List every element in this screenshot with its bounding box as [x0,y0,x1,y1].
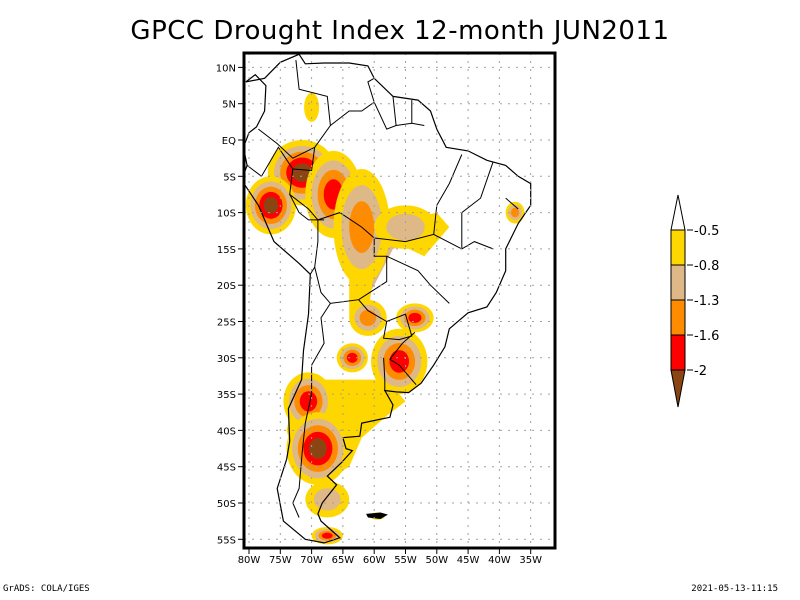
y-tick-label: 5S [223,172,236,183]
longitude-axis: 80W 75W 70W 65W 60W 55W 50W 45W 40W 35W [238,548,542,566]
legend-bin [671,265,685,300]
legend-level-label: -1.3 [694,294,719,309]
legend-level-label: -1.6 [694,329,719,344]
drought-region [396,303,434,332]
legend-level-label: -0.8 [694,259,719,274]
contour-level [386,214,425,241]
legend-bin [671,370,685,407]
country-border [393,96,396,125]
drought-region [374,205,437,249]
y-tick-label: 10S [217,209,236,220]
x-tick-label: 60W [363,555,386,566]
legend-level-label: -2 [694,364,707,379]
timestamp: 2021-05-13-11:15 [691,584,778,594]
y-tick-label: 25S [217,318,236,329]
y-tick-label: EQ [222,136,236,147]
legend-level-label: -0.5 [694,224,719,239]
y-tick-label: 35S [217,390,236,401]
y-tick-label: 40S [217,426,236,437]
legend-bin [671,195,685,230]
contour-level [314,488,341,510]
coastline-and-borders [242,54,531,543]
y-tick-label: 10N [216,63,236,74]
falkland-islands [366,512,388,519]
map-plot: 10N5NEQ5S10S15S20S25S30S35S40S45S50S55S … [0,0,800,600]
x-tick-label: 65W [332,555,355,566]
country-border [330,78,374,125]
contour-level [322,533,333,539]
colorbar-legend: -0.5 -0.8 -1.3 -1.6 -2 [671,195,719,407]
x-tick-label: 75W [269,555,292,566]
x-tick-label: 50W [425,555,448,566]
country-border [387,256,450,303]
y-tick-label: 15S [217,245,236,256]
y-tick-label: 30S [217,354,236,365]
legend-bin [671,230,685,265]
y-tick-label: 5N [222,100,236,111]
x-tick-label: 80W [238,555,261,566]
drought-region [246,176,296,234]
x-tick-label: 55W [394,555,417,566]
contour-level [264,197,278,214]
drought-region [287,412,350,485]
y-tick-label: 20S [217,281,236,292]
y-tick-label: 50S [217,499,236,510]
y-tick-label: 45S [217,463,236,474]
country-border [462,162,493,249]
legend-bin [671,335,685,370]
x-tick-label: 70W [300,555,323,566]
x-tick-label: 45W [457,555,480,566]
latitude-axis: 10N 5N EQ 5S 10S 15S 20S 25S 30S 35S 40S 45S 50S 55S [216,63,244,546]
contour-level [408,313,421,323]
country-border [374,102,424,129]
map-frame [244,53,555,548]
contour-level [309,438,327,459]
grads-credit: GrADS: COLA/IGES [3,584,90,594]
x-tick-label: 40W [488,555,511,566]
x-tick-label: 35W [519,555,542,566]
y-tick-label: 55S [217,535,236,546]
graticule-grid [244,53,555,548]
legend-bin [671,300,685,335]
